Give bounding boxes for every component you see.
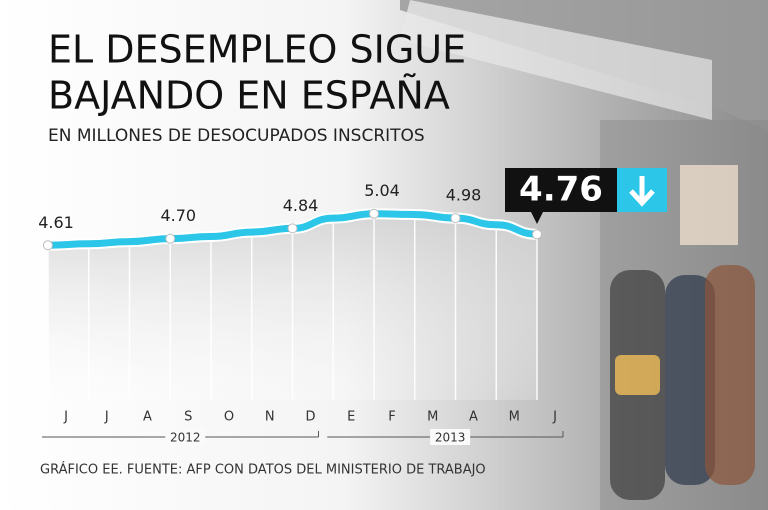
x-tick-label: J xyxy=(63,410,68,425)
value-label: 5.04 xyxy=(364,181,400,200)
title-line: BAJANDO EN ESPAÑA xyxy=(48,74,450,118)
x-tick-label: S xyxy=(184,410,192,425)
x-tick-label: J xyxy=(552,410,557,425)
marker xyxy=(450,213,461,224)
title-line: EL DESEMPLEO SIGUE xyxy=(48,28,466,72)
highlight-pointer xyxy=(531,212,543,224)
source: GRÁFICO EE. FUENTE: AFP CON DATOS DEL MI… xyxy=(40,462,486,478)
marker xyxy=(369,208,379,219)
year-label-bg xyxy=(165,429,206,445)
x-tick-label: A xyxy=(469,410,478,425)
x-tick-label: M xyxy=(427,410,438,425)
year-label: 2013 xyxy=(435,431,466,445)
x-tick-label: N xyxy=(265,410,275,425)
subtitle: EN MILLONES DE DESOCUPADOS INSCRITOS xyxy=(48,126,425,146)
marker xyxy=(287,223,298,234)
marker xyxy=(43,240,53,251)
x-tick-label: D xyxy=(305,410,315,425)
value-label: 4.84 xyxy=(283,196,319,215)
value-label: 4.98 xyxy=(446,186,482,205)
marker xyxy=(165,233,176,244)
down-arrow xyxy=(629,176,655,207)
x-tick-label: M xyxy=(509,410,520,425)
x-tick-label: A xyxy=(143,410,152,425)
value-label: 4.70 xyxy=(160,206,196,225)
highlight-box xyxy=(505,168,617,212)
x-tick-label: F xyxy=(388,410,395,425)
plot: 4.61 4.70 4.84 5.04 4.98 4.76 J J A S O N D E F M A M J 201… xyxy=(38,168,667,445)
x-tick-label: J xyxy=(104,410,109,425)
x-tick-label: E xyxy=(347,410,355,425)
value-label: 4.61 xyxy=(38,213,74,232)
marker xyxy=(532,229,542,240)
year-label-bg xyxy=(430,429,471,445)
value-label: 4.76 xyxy=(519,170,603,210)
year-label: 2012 xyxy=(170,431,201,445)
x-tick-label: O xyxy=(224,410,234,425)
